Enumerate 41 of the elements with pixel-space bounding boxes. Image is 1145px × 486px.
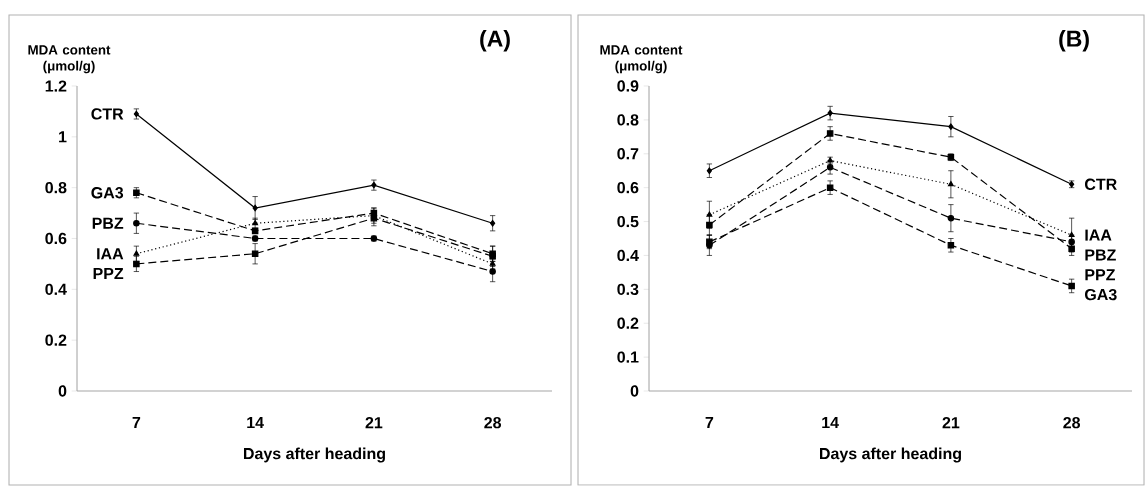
x-tick-label: 7 [705,417,714,429]
y-tick-label: 0.7 [617,148,639,160]
y-tick-label: 0.9 [617,80,639,92]
series-label: PPZ [1085,269,1115,281]
y-tick-label: 0.8 [45,182,67,194]
y-tick-label: 0.4 [617,249,639,262]
y-tick-label: 0.2 [45,334,67,346]
series-label: CTR [91,108,124,120]
x-tick-label: 7 [132,417,141,429]
chart-title: (B) [1059,29,1089,52]
series-label: CTR [1085,178,1117,190]
y-tick-label: 0.6 [45,232,67,245]
y-tick-label: 0.2 [617,317,639,329]
y-tick-label: 1 [59,131,67,143]
y-tick-label: 0.6 [617,182,639,194]
y-tick-label: 0.3 [617,283,639,296]
series-label: IAA [97,248,124,260]
series-label: GA3 [1085,288,1117,301]
series-label: GA3 [91,187,124,199]
y-tick-label: 0.5 [617,215,639,228]
x-tick-label: 14 [247,417,264,429]
series-label: PBZ [1085,249,1116,261]
y-axis-title: MDA content (μmol/g) [600,45,683,74]
series-label: PBZ [92,217,124,229]
x-tick-label: 14 [822,417,839,429]
y-tick-label: 0.1 [617,351,639,363]
x-axis-title: Days after heading [243,447,385,463]
series-label: IAA [1085,229,1112,241]
x-tick-label: 21 [365,417,383,429]
chart-title: (A) [480,29,510,52]
x-tick-label: 21 [942,417,960,429]
y-tick-label: 1.2 [45,80,67,92]
y-axis-title: MDA content (μmol/g) [28,45,111,74]
x-tick-label: 28 [484,417,502,429]
y-tick-label: 0 [630,385,639,397]
y-tick-label: 0.4 [45,283,67,295]
y-tick-label: 0.8 [617,114,639,126]
series-label: PPZ [93,268,124,280]
x-axis-title: Days after heading [820,447,961,463]
x-tick-label: 28 [1063,417,1081,429]
y-tick-label: 0 [58,385,67,397]
